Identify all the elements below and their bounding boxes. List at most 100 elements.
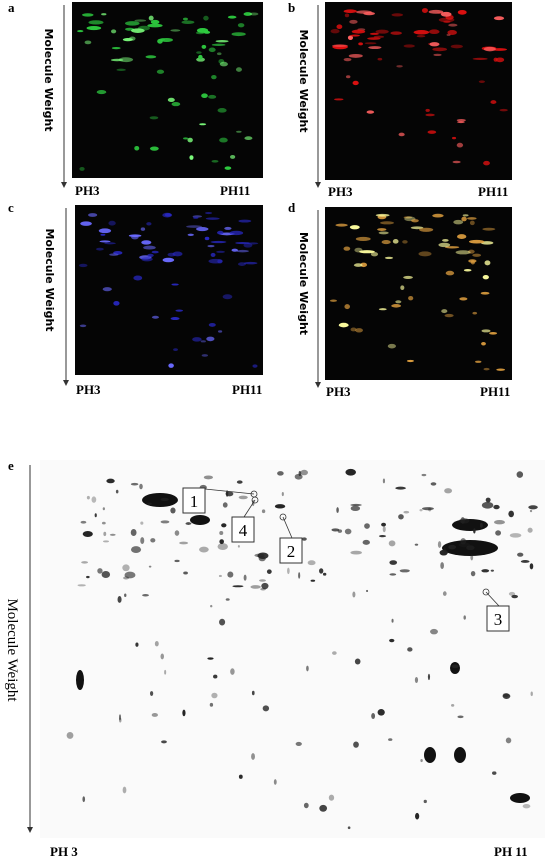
spot bbox=[151, 250, 159, 254]
spot bbox=[489, 331, 498, 335]
x-end-label: PH11 bbox=[480, 384, 510, 399]
spot bbox=[400, 285, 405, 291]
spot bbox=[227, 571, 234, 578]
spot bbox=[211, 692, 218, 699]
spot bbox=[150, 538, 156, 543]
spot bbox=[160, 497, 169, 502]
spot bbox=[353, 263, 363, 267]
spot bbox=[444, 313, 454, 318]
spot bbox=[438, 242, 451, 248]
spot bbox=[351, 29, 366, 34]
spot bbox=[462, 214, 469, 217]
spot bbox=[424, 747, 436, 763]
spot bbox=[210, 604, 213, 608]
y-axis-label: Molecule Weight bbox=[43, 228, 56, 331]
spot bbox=[213, 674, 218, 679]
spot bbox=[403, 510, 410, 514]
spot bbox=[171, 102, 181, 107]
spot bbox=[427, 130, 437, 134]
spot bbox=[403, 275, 413, 279]
spot bbox=[330, 28, 340, 34]
spot bbox=[335, 223, 348, 227]
spot bbox=[95, 247, 104, 251]
spot-box bbox=[279, 537, 303, 564]
spot bbox=[389, 560, 398, 565]
spot bbox=[490, 100, 497, 104]
spot bbox=[209, 702, 214, 707]
x-end-label: PH11 bbox=[220, 183, 250, 198]
spot bbox=[229, 230, 244, 236]
spot bbox=[455, 250, 471, 255]
leader-line bbox=[282, 516, 293, 539]
spot bbox=[196, 57, 205, 62]
spot bbox=[221, 523, 227, 528]
spot bbox=[222, 294, 233, 300]
spot bbox=[403, 44, 415, 48]
spot bbox=[354, 247, 363, 253]
spot bbox=[425, 108, 430, 112]
spot bbox=[382, 478, 386, 484]
spot bbox=[210, 240, 227, 244]
spot bbox=[388, 540, 396, 547]
spot bbox=[91, 496, 97, 503]
spot bbox=[106, 478, 115, 484]
spot bbox=[298, 572, 301, 579]
spot bbox=[492, 771, 497, 775]
spot bbox=[478, 80, 485, 83]
spot bbox=[511, 594, 519, 599]
spot bbox=[366, 589, 369, 593]
spot bbox=[82, 530, 93, 537]
x-start-label: PH3 bbox=[75, 183, 100, 198]
spot bbox=[125, 21, 140, 26]
spot bbox=[139, 483, 143, 490]
spot bbox=[470, 260, 476, 265]
spot bbox=[102, 287, 112, 292]
spot bbox=[287, 567, 290, 575]
spot bbox=[179, 541, 189, 545]
spot bbox=[378, 535, 387, 538]
spot bbox=[355, 236, 371, 241]
spot bbox=[425, 113, 435, 117]
spot bbox=[399, 569, 410, 573]
spot bbox=[496, 368, 506, 371]
spot bbox=[216, 250, 226, 253]
spot bbox=[395, 486, 406, 490]
spot bbox=[475, 360, 482, 363]
spot bbox=[97, 568, 103, 574]
spot bbox=[222, 502, 228, 508]
spot-label: 4 bbox=[239, 521, 248, 540]
spot bbox=[343, 246, 351, 251]
spot bbox=[490, 569, 494, 572]
spot bbox=[343, 9, 357, 14]
spot bbox=[348, 53, 363, 58]
spot bbox=[502, 693, 511, 699]
x-end-label: PH11 bbox=[232, 382, 262, 397]
spot bbox=[384, 256, 394, 260]
spot-box bbox=[231, 516, 255, 543]
spot bbox=[520, 560, 530, 563]
spot bbox=[495, 57, 505, 63]
spot bbox=[349, 225, 360, 230]
panel-label: b bbox=[288, 0, 295, 15]
spot bbox=[453, 219, 464, 225]
spot bbox=[159, 38, 166, 42]
spot bbox=[398, 132, 405, 137]
spot bbox=[273, 779, 277, 785]
spot bbox=[236, 130, 242, 133]
spot bbox=[118, 57, 134, 63]
spot bbox=[432, 213, 444, 218]
spot bbox=[355, 328, 363, 333]
spot bbox=[201, 354, 209, 357]
spot bbox=[338, 322, 349, 328]
spot bbox=[150, 19, 160, 25]
spot bbox=[460, 538, 467, 545]
spot bbox=[353, 741, 359, 748]
spot bbox=[528, 505, 538, 510]
spot bbox=[438, 17, 455, 23]
spot bbox=[80, 221, 92, 226]
spot bbox=[440, 562, 444, 569]
spot bbox=[380, 221, 394, 225]
spot bbox=[470, 570, 476, 577]
spot bbox=[451, 664, 459, 669]
spot bbox=[430, 628, 438, 635]
